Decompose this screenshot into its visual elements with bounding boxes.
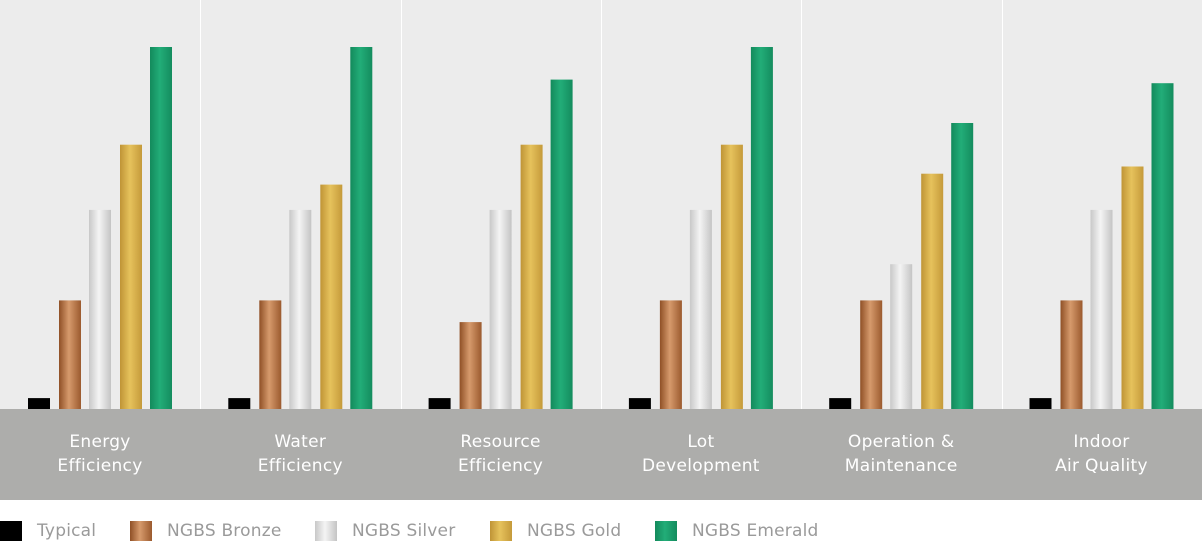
bar-ngbs-gold-5 <box>921 173 944 409</box>
bar-chart: Energy Efficiency Water Efficiency Resource E… <box>0 0 1202 500</box>
legend-label: Typical <box>37 521 97 541</box>
legend-swatch <box>655 521 677 541</box>
bar-typical-5 <box>829 398 852 409</box>
legend-item-ngbs-silver: NGBS Silver <box>315 521 455 541</box>
category-label-line: Lot <box>687 432 714 452</box>
bar-typical-6 <box>1029 398 1052 409</box>
bar-ngbs-bronze-3 <box>459 322 482 409</box>
category-label: Water Efficiency <box>258 432 343 476</box>
bar-ngbs-emerald-6 <box>1151 83 1174 409</box>
bar-ngbs-silver-3 <box>489 209 512 409</box>
bar-typical-3 <box>428 398 451 409</box>
bar-ngbs-emerald-4 <box>750 47 773 409</box>
category-label: Operation & Maintenance <box>845 432 958 476</box>
bar-ngbs-emerald-3 <box>550 79 573 409</box>
category-label-line: Development <box>642 456 760 476</box>
bar-ngbs-emerald-5 <box>951 123 974 409</box>
bar-ngbs-emerald-1 <box>150 47 172 409</box>
bar-ngbs-gold-1 <box>120 144 142 409</box>
category-label-line: Resource <box>460 432 540 452</box>
category-label-line: Efficiency <box>258 456 343 476</box>
legend-swatch <box>490 521 512 541</box>
legend-swatch <box>130 521 152 541</box>
legend-item-ngbs-emerald: NGBS Emerald <box>655 521 819 541</box>
legend-label: NGBS Gold <box>527 521 622 541</box>
bar-ngbs-gold-2 <box>320 184 343 409</box>
category-label: Resource Efficiency <box>458 432 543 476</box>
bar-typical-4 <box>628 398 651 409</box>
category-label-line: Operation & <box>848 432 955 452</box>
bar-ngbs-silver-5 <box>890 264 913 409</box>
legend-item-typical: Typical <box>0 521 96 541</box>
bar-ngbs-gold-3 <box>520 144 543 409</box>
bar-ngbs-bronze-1 <box>59 300 81 409</box>
bar-ngbs-bronze-5 <box>860 300 883 409</box>
legend: Typical NGBS Bronze NGBS Silver NGBS Gold NG… <box>0 518 1202 543</box>
category-label-line: Efficiency <box>57 456 142 476</box>
bar-typical-1 <box>28 398 50 409</box>
category-label: Lot Development <box>642 432 760 476</box>
legend-swatch <box>0 521 22 541</box>
legend-item-ngbs-gold: NGBS Gold <box>490 521 621 541</box>
category-label-line: Air Quality <box>1055 456 1148 476</box>
bar-ngbs-silver-4 <box>689 209 712 409</box>
category-label: Indoor Air Quality <box>1055 432 1148 476</box>
bar-ngbs-silver-6 <box>1090 209 1113 409</box>
category-band <box>0 409 1202 500</box>
bar-ngbs-gold-6 <box>1121 166 1144 409</box>
legend-swatch <box>315 521 337 541</box>
bar-ngbs-bronze-4 <box>659 300 682 409</box>
category-label-line: Indoor <box>1073 432 1129 452</box>
category-label-line: Water <box>274 432 326 452</box>
legend-label: NGBS Silver <box>352 521 456 541</box>
bar-ngbs-silver-2 <box>289 209 312 409</box>
category-label: Energy Efficiency <box>57 432 142 476</box>
legend-label: NGBS Emerald <box>692 521 819 541</box>
bar-ngbs-silver-1 <box>89 209 111 409</box>
bar-typical-2 <box>228 398 251 409</box>
legend-label: NGBS Bronze <box>167 521 282 541</box>
bar-ngbs-emerald-2 <box>350 47 373 409</box>
bar-ngbs-bronze-6 <box>1060 300 1083 409</box>
category-label-line: Energy <box>69 432 130 452</box>
legend-item-ngbs-bronze: NGBS Bronze <box>130 521 282 541</box>
bar-ngbs-gold-4 <box>720 144 743 409</box>
bar-ngbs-bronze-2 <box>259 300 282 409</box>
category-label-line: Maintenance <box>845 456 958 476</box>
category-label-line: Efficiency <box>458 456 543 476</box>
